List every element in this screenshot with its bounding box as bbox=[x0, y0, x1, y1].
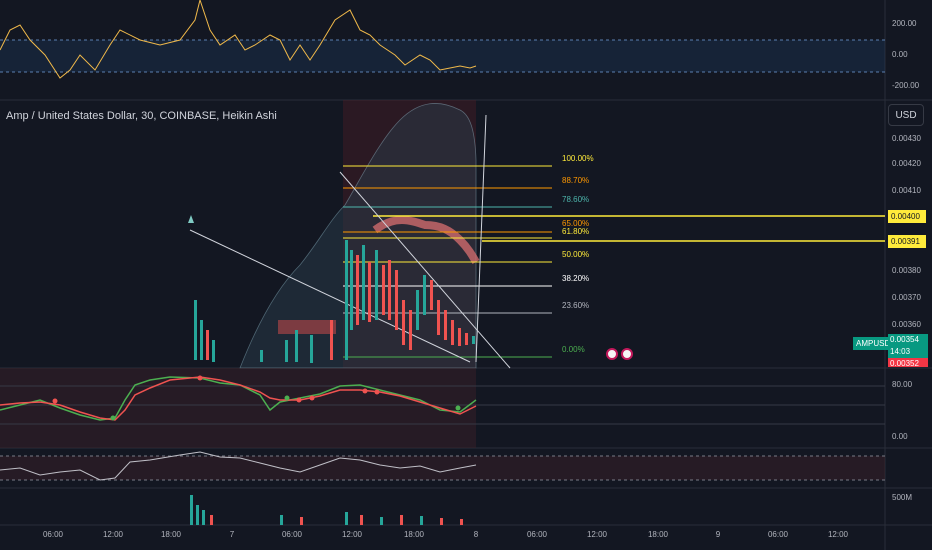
indicator-slow-line bbox=[0, 376, 477, 421]
time-axis-label: 06:00 bbox=[526, 530, 548, 539]
time-axis-label: 12:00 bbox=[827, 530, 849, 539]
fib-label: 0.00% bbox=[562, 345, 585, 354]
time-axis-label: 9 bbox=[715, 530, 721, 539]
fib-label: 100.00% bbox=[562, 154, 594, 163]
osc-label-200: 200.00 bbox=[892, 19, 917, 28]
time-axis-label: 12:00 bbox=[586, 530, 608, 539]
indicator-label-0: 0.00 bbox=[892, 432, 908, 441]
price-axis-label: 0.00380 bbox=[892, 266, 921, 275]
osc-label-0: 0.00 bbox=[892, 50, 908, 59]
time-axis-label: 12:00 bbox=[341, 530, 363, 539]
trend-line-up[interactable] bbox=[475, 114, 487, 363]
signal-dot bbox=[309, 395, 315, 401]
oscillator-line bbox=[0, 0, 477, 79]
us-flag-event-icon[interactable] bbox=[621, 348, 633, 360]
signal-dot bbox=[374, 389, 380, 395]
time-axis-label: 06:00 bbox=[767, 530, 789, 539]
indicator-background bbox=[0, 368, 476, 448]
trend-line-steep[interactable] bbox=[339, 171, 511, 369]
volume-label: 500M bbox=[892, 493, 913, 502]
supply-zone bbox=[278, 320, 336, 334]
alert-price-tag[interactable]: 0.00400 bbox=[888, 210, 926, 223]
price-axis-label: 0.00410 bbox=[892, 186, 921, 195]
last-price-tag: 0.00354 bbox=[888, 334, 928, 346]
bar-countdown: 14:03 bbox=[888, 346, 928, 358]
us-flag-event-icon[interactable] bbox=[606, 348, 618, 360]
time-axis-label: 8 bbox=[473, 530, 479, 539]
indicator-label-80: 80.00 bbox=[892, 380, 913, 389]
candlestick-series bbox=[194, 240, 475, 363]
fib-label: 61.80% bbox=[562, 227, 590, 236]
fib-label: 88.70% bbox=[562, 176, 590, 185]
signal-dot bbox=[197, 375, 203, 381]
fib-label: 50.00% bbox=[562, 250, 590, 259]
trend-line-down[interactable] bbox=[189, 229, 471, 363]
fib-label: 78.60% bbox=[562, 195, 590, 204]
fib-label: 65.00% bbox=[562, 219, 590, 228]
osc-label-neg200: -200.00 bbox=[892, 81, 920, 90]
time-axis-label: 18:00 bbox=[403, 530, 425, 539]
time-axis-label: 06:00 bbox=[281, 530, 303, 539]
signal-dot bbox=[110, 415, 116, 421]
signal-dot bbox=[362, 388, 368, 394]
time-axis-label: 18:00 bbox=[647, 530, 669, 539]
currency-button[interactable]: USD bbox=[888, 104, 924, 126]
signal-dot bbox=[52, 398, 58, 404]
arrow-marker-icon bbox=[188, 215, 194, 223]
fib-label: 38.20% bbox=[562, 274, 590, 283]
low-price-tag: 0.00352 bbox=[888, 358, 928, 367]
alert-price-tag[interactable]: 0.00391 bbox=[888, 235, 926, 248]
fib-label: 23.60% bbox=[562, 301, 590, 310]
time-axis-label: 18:00 bbox=[160, 530, 182, 539]
rsi-band bbox=[0, 456, 885, 480]
price-axis-label: 0.00360 bbox=[892, 320, 921, 329]
signal-dot bbox=[284, 395, 290, 401]
time-axis-label: 06:00 bbox=[42, 530, 64, 539]
oscillator-band bbox=[0, 40, 885, 72]
ticker-badge: AMPUSD bbox=[853, 337, 894, 350]
signal-dot bbox=[296, 397, 302, 403]
rsi-line bbox=[0, 451, 477, 481]
symbol-title[interactable]: Amp / United States Dollar, 30, COINBASE… bbox=[6, 110, 277, 122]
time-axis-label: 7 bbox=[229, 530, 235, 539]
signal-dot bbox=[455, 405, 461, 411]
time-axis-label: 12:00 bbox=[102, 530, 124, 539]
price-axis-label: 0.00370 bbox=[892, 293, 921, 302]
resistance-cloud bbox=[372, 216, 480, 264]
price-axis-label: 0.00420 bbox=[892, 159, 921, 168]
volume-series bbox=[190, 495, 463, 525]
price-axis-label: 0.00430 bbox=[892, 134, 921, 143]
